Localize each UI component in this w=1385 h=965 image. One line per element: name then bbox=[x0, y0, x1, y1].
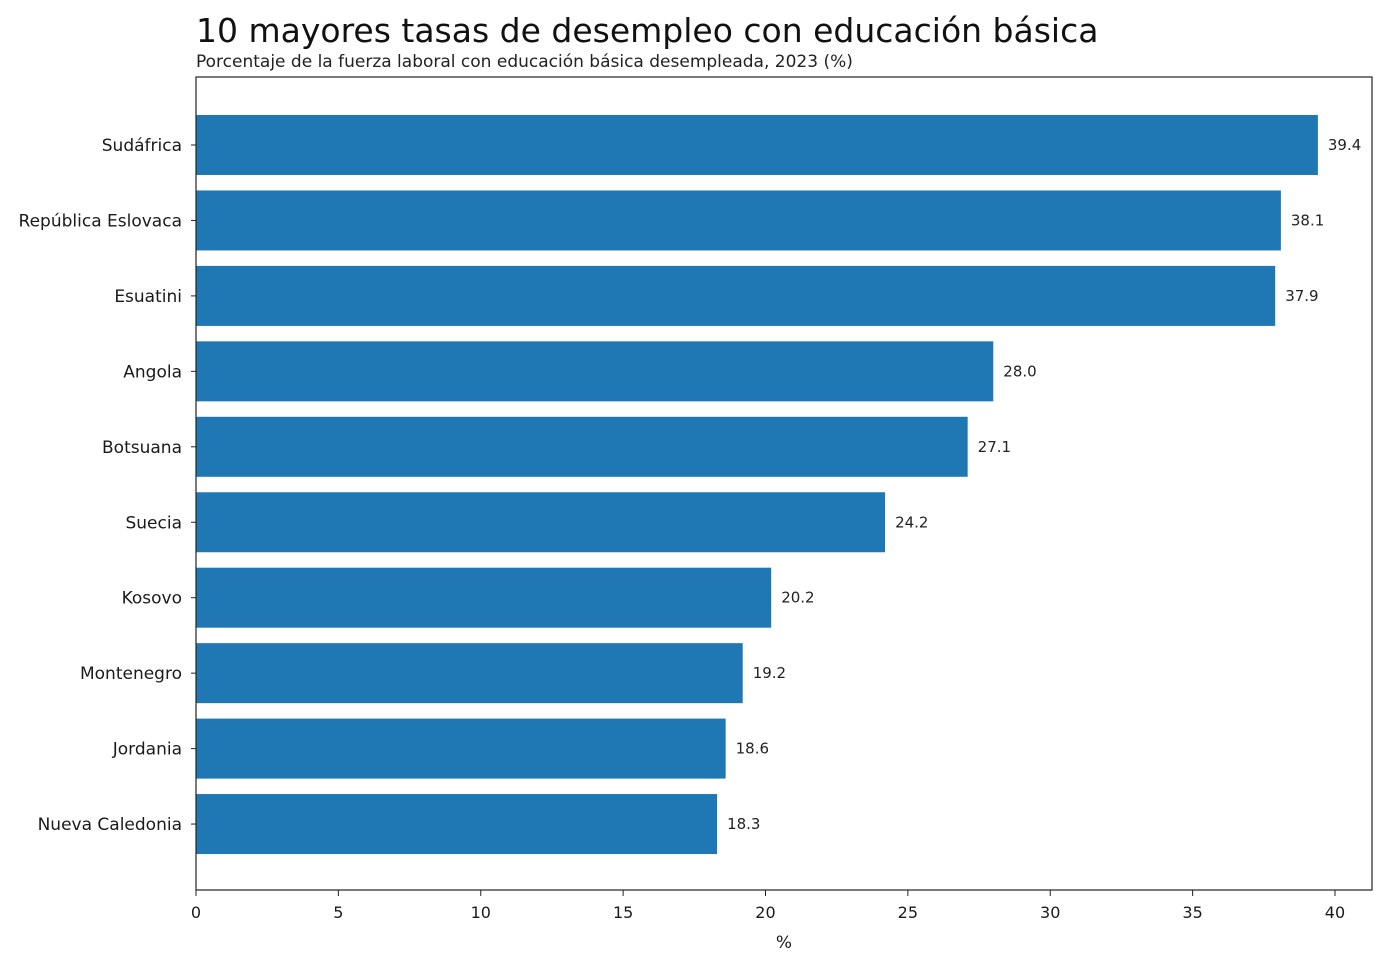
x-tick-label-15: 15 bbox=[613, 903, 633, 922]
x-tick-label-20: 20 bbox=[755, 903, 775, 922]
x-tick-label-25: 25 bbox=[898, 903, 918, 922]
bars-layer bbox=[196, 115, 1318, 855]
x-tick-label-10: 10 bbox=[471, 903, 491, 922]
category-label-jordania: Jordania bbox=[112, 740, 182, 760]
category-label-montenegro: Montenegro bbox=[80, 664, 182, 684]
category-label-republica-eslovaca: República Eslovaca bbox=[19, 211, 182, 231]
category-label-esuatini: Esuatini bbox=[114, 287, 182, 307]
bar-jordania bbox=[196, 718, 726, 779]
bar-republica-eslovaca bbox=[196, 190, 1281, 251]
category-label-suecia: Suecia bbox=[125, 513, 182, 533]
bar-esuatini bbox=[196, 265, 1276, 326]
value-label-angola: 28.0 bbox=[1003, 362, 1036, 380]
chart-subtitle: Porcentaje de la fuerza laboral con educ… bbox=[196, 52, 853, 72]
x-tick-label-40: 40 bbox=[1325, 903, 1345, 922]
bar-angola bbox=[196, 341, 994, 402]
value-label-montenegro: 19.2 bbox=[753, 664, 786, 682]
value-label-esuatini: 37.9 bbox=[1285, 287, 1318, 305]
bar-montenegro bbox=[196, 643, 743, 704]
category-label-kosovo: Kosovo bbox=[122, 589, 182, 609]
x-axis-title: % bbox=[776, 933, 792, 953]
bar-suecia bbox=[196, 492, 886, 553]
value-label-kosovo: 20.2 bbox=[781, 589, 814, 607]
category-label-nueva-caledonia: Nueva Caledonia bbox=[38, 815, 182, 835]
value-label-suecia: 24.2 bbox=[895, 513, 928, 531]
bar-nueva-caledonia bbox=[196, 794, 718, 855]
category-label-angola: Angola bbox=[123, 362, 182, 382]
value-label-republica-eslovaca: 38.1 bbox=[1291, 211, 1324, 229]
plot-frame bbox=[195, 76, 1373, 891]
value-label-botsuana: 27.1 bbox=[978, 438, 1011, 456]
x-tick-label-5: 5 bbox=[333, 903, 343, 922]
x-tick-label-35: 35 bbox=[1182, 903, 1202, 922]
bar-kosovo bbox=[196, 567, 772, 628]
chart-title: 10 mayores tasas de desempleo con educac… bbox=[196, 11, 1098, 50]
bar-sudafrica bbox=[196, 115, 1318, 175]
x-tick-label-0: 0 bbox=[191, 903, 201, 922]
bar-botsuana bbox=[196, 416, 968, 477]
ticks-layer: 0 5 10 15 20 25 30 35 40 bbox=[191, 144, 1345, 922]
value-label-sudafrica: 39.4 bbox=[1328, 136, 1361, 154]
x-tick-label-30: 30 bbox=[1040, 903, 1060, 922]
category-label-botsuana: Botsuana bbox=[102, 438, 182, 458]
labels-layer: 39.4 Sudáfrica 38.1 República Eslovaca 37.9 E… bbox=[19, 136, 1362, 835]
category-label-sudafrica: Sudáfrica bbox=[102, 136, 182, 156]
value-label-jordania: 18.6 bbox=[736, 740, 769, 758]
value-label-nueva-caledonia: 18.3 bbox=[727, 815, 760, 833]
